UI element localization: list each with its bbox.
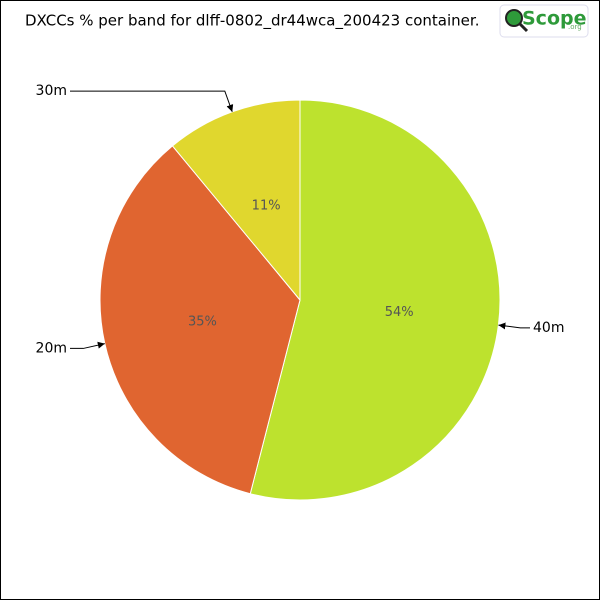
logo-text: Scope: [522, 8, 587, 30]
value-label: 54%: [385, 305, 414, 320]
logo-icon-handle: [518, 22, 529, 33]
slice-label: 30m: [36, 83, 67, 99]
value-label: 35%: [188, 314, 217, 329]
logo-suffix: .org: [568, 23, 582, 31]
value-label: 11%: [252, 198, 281, 213]
slice-label: 20m: [36, 340, 67, 356]
leader-line: [70, 90, 234, 112]
chart-title: DXCCs % per band for dlff-0802_dr44wca_2…: [25, 12, 479, 31]
logo-box: [499, 4, 589, 38]
leader-line: [70, 341, 105, 349]
pie-slice: [249, 99, 501, 501]
leader-line: [498, 322, 530, 330]
logo-icon: [505, 9, 523, 27]
slice-label: 40m: [533, 320, 564, 336]
logo: Scope .org: [499, 4, 589, 38]
